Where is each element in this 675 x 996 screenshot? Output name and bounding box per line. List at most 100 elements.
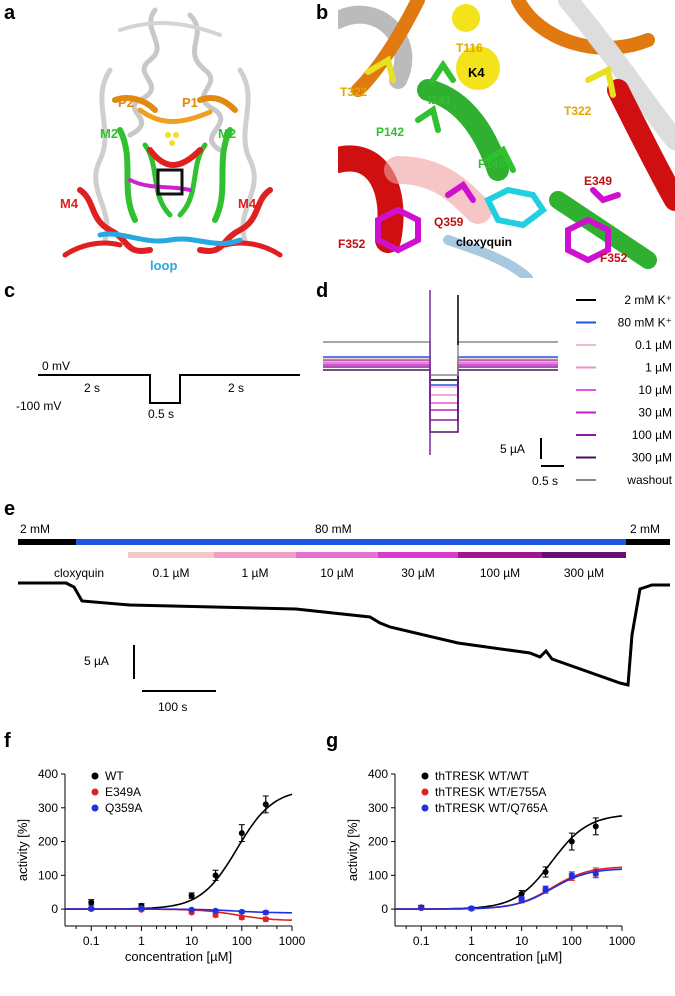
label-cloxyquin-e: cloxyquin xyxy=(54,566,104,580)
fit-curve-0 xyxy=(395,815,623,910)
y-tick-label: 100 xyxy=(368,868,388,882)
label-0-5s: 0.5 s xyxy=(148,407,174,421)
binding-site-image: T116 K4 T322 T322 I141 P142 F145 E349 Q3… xyxy=(338,0,675,278)
label-0mv: 0 mV xyxy=(42,359,70,373)
panel-letter-a: a xyxy=(4,2,16,24)
zoom-box xyxy=(156,168,184,196)
continuous-recording: 2 mM 80 mM 2 mM 0.1 µM 1 µM 10 µM 30 µM 100 … xyxy=(18,522,670,714)
label-t322-left: T322 xyxy=(340,85,368,99)
legend-label-1: 80 mM K⁺ xyxy=(618,316,672,330)
label-2s-left: 2 s xyxy=(84,381,100,395)
x-tick-label: 0.1 xyxy=(413,934,430,948)
dose-response-chart-f: 0 100 200 300 400 0.1 1 10 100 1000 concentration … xyxy=(15,767,306,964)
y-tick-label: 200 xyxy=(368,835,388,849)
y-tick-label: 400 xyxy=(368,767,388,781)
x-tick-label: 100 xyxy=(562,934,582,948)
current-traces: 5 µA 0.5 s 2 mM K⁺ 80 mM K⁺ 0.1 µM 1 µM 10 µ… xyxy=(323,290,673,488)
x-tick-label: 10 xyxy=(515,934,529,948)
label-f145: F145 xyxy=(478,157,506,171)
label-f352-left: F352 xyxy=(338,237,366,251)
data-point xyxy=(542,868,549,875)
label-2mm-right: 2 mM xyxy=(630,522,660,536)
panel-letter-c: c xyxy=(4,280,16,302)
legend-label-1: thTRESK WT/E755A xyxy=(435,785,546,799)
fit-curve-2 xyxy=(65,908,292,914)
legend-label-3: 1 µM xyxy=(645,361,672,375)
label-m4-left: M4 xyxy=(60,196,79,211)
label-80mm: 80 mM xyxy=(315,522,352,536)
data-point xyxy=(262,909,269,916)
voltage-protocol: 0 mV -100 mV 2 s 0.5 s 2 s xyxy=(16,359,300,421)
x-axis-label: concentration [µM] xyxy=(125,949,232,964)
current-trace-8 xyxy=(323,341,558,376)
x-tick-label: 1000 xyxy=(279,934,306,948)
conc-label-5: 300 µM xyxy=(564,566,604,580)
y-tick-label: 0 xyxy=(381,902,388,916)
label-k4: K4 xyxy=(468,65,485,80)
legend-label-0: 2 mM K⁺ xyxy=(624,293,672,307)
data-point xyxy=(188,906,195,913)
conc-bar-0 xyxy=(128,552,214,558)
data-point xyxy=(518,895,525,902)
legend-label-7: 300 µM xyxy=(632,451,672,465)
protocol-trace xyxy=(38,374,300,404)
data-point xyxy=(212,912,219,919)
data-point xyxy=(468,905,475,912)
current-trace-1 xyxy=(323,356,558,386)
current-trace-0 xyxy=(323,359,558,381)
data-point xyxy=(238,908,245,915)
label-t116: T116 xyxy=(456,41,483,55)
label-2s-right: 2 s xyxy=(228,381,244,395)
fit-curve-2 xyxy=(395,868,623,910)
y-tick-label: 300 xyxy=(38,801,58,815)
data-point xyxy=(568,838,575,845)
data-point xyxy=(188,892,195,899)
k4-ion xyxy=(456,46,500,90)
bar-2mm-right xyxy=(626,539,670,545)
legend-label-1: E349A xyxy=(105,785,141,799)
panel-letter-g: g xyxy=(326,730,339,752)
label-p2: P2 xyxy=(118,95,134,110)
current-trace-3 xyxy=(323,360,558,396)
y-tick-label: 100 xyxy=(38,868,58,882)
y-tick-label: 0 xyxy=(51,902,58,916)
panel-letter-d: d xyxy=(316,280,329,302)
data-point xyxy=(418,904,425,911)
label-m2-left: M2 xyxy=(100,126,118,141)
y-axis-label: activity [%] xyxy=(345,819,360,881)
current-trace-7 xyxy=(323,369,558,433)
legend-label-2: 0.1 µM xyxy=(635,338,672,352)
x-tick-label: 1 xyxy=(468,934,475,948)
label-t322-right: T322 xyxy=(564,104,592,118)
current-trace-6 xyxy=(323,366,558,421)
conc-bar-4 xyxy=(458,552,542,558)
fit-curve-1 xyxy=(65,908,293,921)
legend-label-2: thTRESK WT/Q765A xyxy=(435,801,548,815)
data-point xyxy=(592,823,599,830)
conc-bar-5 xyxy=(542,552,626,558)
data-point xyxy=(238,914,245,921)
legend-label-0: WT xyxy=(105,769,124,783)
scale-label-x-e: 100 s xyxy=(158,700,187,714)
label-p1: P1 xyxy=(182,95,198,110)
label-f352-right: F352 xyxy=(600,251,628,265)
data-point xyxy=(88,899,95,906)
legend-marker-1 xyxy=(91,788,99,796)
panel-letter-e: e xyxy=(4,498,16,520)
panel-letter-b: b xyxy=(316,2,329,24)
label-minus100mv: -100 mV xyxy=(16,399,61,413)
legend-marker-0 xyxy=(91,772,99,780)
data-point xyxy=(262,916,269,923)
dose-response-chart-g: 0 100 200 300 400 0.1 1 10 100 1000 concentration … xyxy=(345,767,636,964)
data-point xyxy=(212,872,219,879)
legend-marker-2 xyxy=(421,804,429,812)
conc-label-4: 100 µM xyxy=(480,566,520,580)
x-axis-label: concentration [µM] xyxy=(455,949,562,964)
conc-label-2: 10 µM xyxy=(320,566,354,580)
legend-label-8: washout xyxy=(626,473,672,487)
data-point xyxy=(518,890,525,897)
conc-bar-2 xyxy=(296,552,378,558)
scale-label-y-e: 5 µA xyxy=(84,654,109,668)
conc-bar-3 xyxy=(378,552,458,558)
label-m4-right: M4 xyxy=(238,196,257,211)
